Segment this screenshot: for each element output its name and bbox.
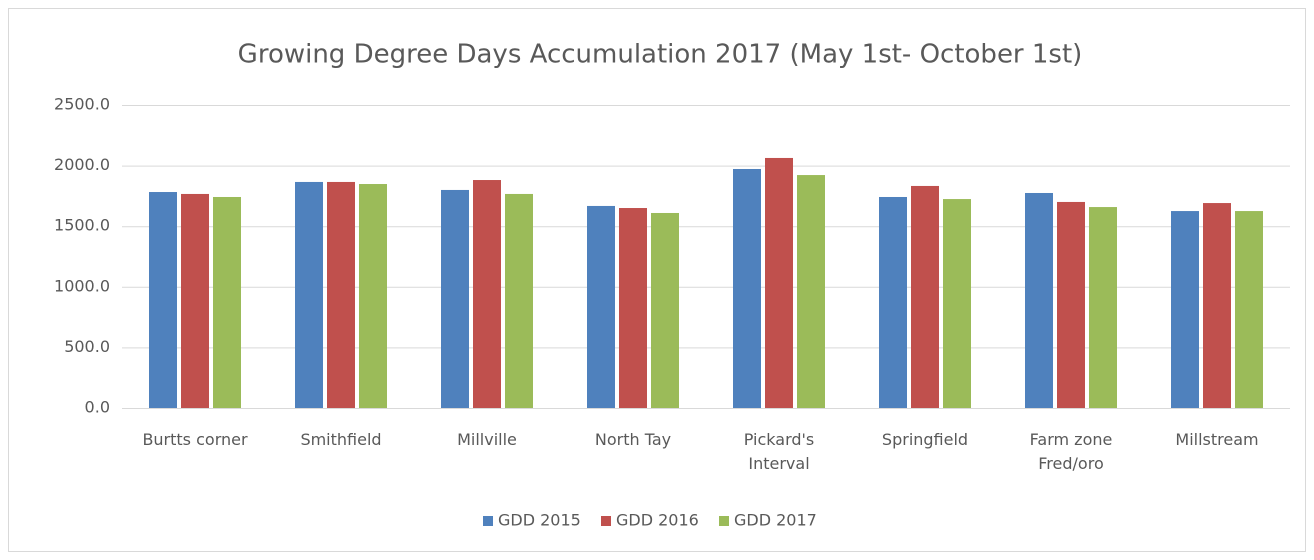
bar: [213, 196, 241, 408]
y-tick-label: 1500.0: [54, 216, 110, 235]
legend-swatch: [601, 516, 611, 526]
bar: [505, 193, 533, 408]
legend-label: GDD 2016: [616, 511, 699, 530]
bar: [1025, 192, 1053, 408]
bar: [295, 181, 323, 408]
bar: [651, 212, 679, 408]
x-tick-label: Millstream: [1175, 430, 1258, 449]
y-tick-label: 0.0: [85, 398, 110, 417]
bar: [733, 168, 761, 408]
y-tick-label: 1000.0: [54, 276, 110, 295]
y-tick-label: 2000.0: [54, 155, 110, 174]
bar: [181, 193, 209, 408]
bar: [473, 180, 501, 408]
x-tick-label: Pickard's Interval: [744, 430, 815, 473]
legend-swatch: [719, 516, 729, 526]
bar: [619, 208, 647, 408]
bar: [1089, 207, 1117, 408]
legend-label: GDD 2015: [498, 511, 581, 530]
x-tick-label: Farm zone Fred/oro: [1030, 430, 1113, 473]
y-tick-label: 2500.0: [54, 95, 110, 114]
x-tick-label: Millville: [457, 430, 517, 449]
bar: [587, 205, 615, 408]
bar: [879, 196, 907, 408]
bar: [1203, 203, 1231, 408]
bar: [943, 199, 971, 408]
bar: [359, 184, 387, 408]
bar: [327, 181, 355, 408]
bar: [1057, 201, 1085, 408]
bar: [441, 189, 469, 408]
bar: [911, 185, 939, 408]
legend-swatch: [483, 516, 493, 526]
bar: [797, 175, 825, 408]
legend-label: GDD 2017: [734, 511, 817, 530]
x-tick-label: Burtts corner: [142, 430, 248, 449]
x-tick-label: Springfield: [882, 430, 968, 449]
x-tick-label: Smithfield: [300, 430, 381, 449]
bar: [765, 157, 793, 408]
y-tick-label: 500.0: [64, 337, 110, 356]
x-tick-label: North Tay: [595, 430, 671, 449]
chart-title: Growing Degree Days Accumulation 2017 (M…: [238, 40, 1083, 70]
bar: [1235, 211, 1263, 408]
bar: [1171, 211, 1199, 408]
bar: [149, 192, 177, 408]
